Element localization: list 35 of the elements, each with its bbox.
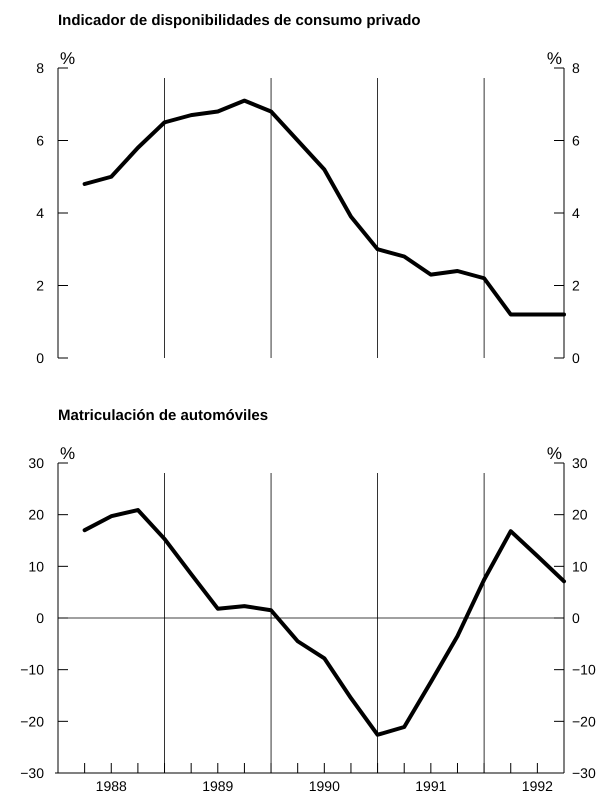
y2-tick-label: −20 [572,713,596,730]
y2-tick-label: −30 [572,765,596,781]
y-tick-label: −10 [20,662,44,678]
y2-tick-label: 0 [572,350,580,366]
y2-tick-label: −10 [572,662,596,678]
x-tick-label: 1991 [415,778,447,794]
y-tick-label: 2 [36,278,44,294]
y2-tick-label: 10 [572,558,588,574]
chart-title: Matriculación de automóviles [58,407,268,424]
y-axis-title: % [60,444,76,463]
y2-tick-label: 0 [572,610,580,626]
y-tick-label: 0 [36,350,44,366]
y2-axis-title: % [546,444,562,463]
y-tick-label: 0 [36,610,44,626]
x-tick-label: 1988 [96,778,128,794]
y-tick-label: 30 [28,455,44,471]
y-tick-label: −20 [20,713,44,730]
x-tick-label: 1992 [522,778,554,794]
y2-tick-label: 2 [572,278,580,294]
y2-axis-title: % [546,49,562,68]
y2-tick-label: 30 [572,455,588,471]
x-tick-label: 1990 [308,778,340,794]
y-axis-title: % [60,49,76,68]
y2-tick-label: 8 [572,60,580,76]
y2-tick-label: 20 [572,506,588,523]
y2-tick-label: 6 [572,132,580,148]
y-tick-label: 20 [28,506,44,523]
chart-title: Indicador de disponibilidades de consumo privado [58,12,421,29]
y-tick-label: −30 [20,765,44,781]
x-tick-label: 1989 [202,778,234,794]
y-tick-label: 6 [36,132,44,148]
y-tick-label: 4 [36,205,44,221]
y2-tick-label: 4 [572,205,580,221]
y-tick-label: 8 [36,60,44,76]
y-tick-label: 10 [28,558,44,574]
